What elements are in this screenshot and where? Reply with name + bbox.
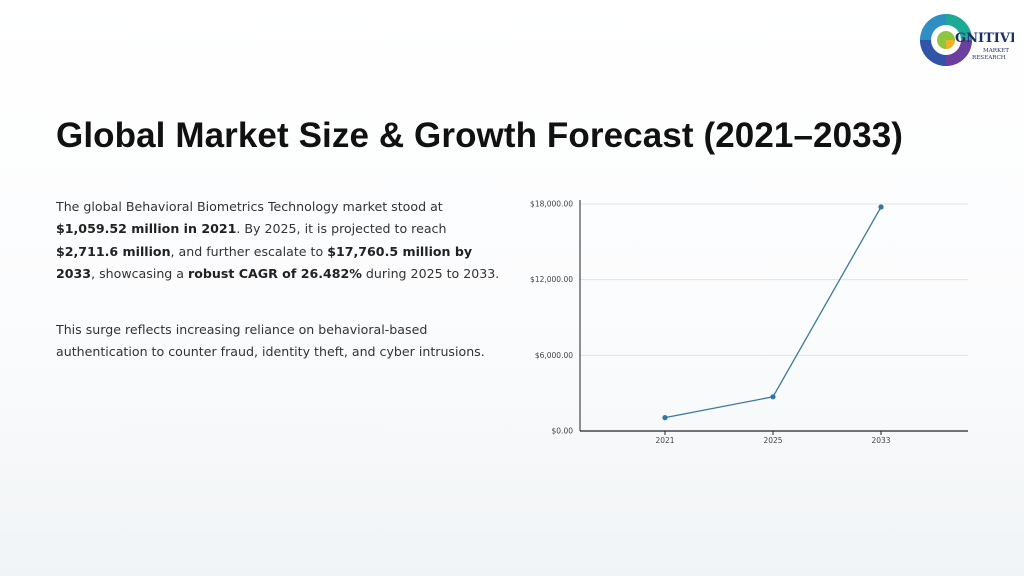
highlight-figure: $1,059.52 million in 2021 xyxy=(56,221,237,237)
summary-text: The global Behavioral Biometrics Technol… xyxy=(56,199,443,214)
y-tick-label: $18,000.00 xyxy=(530,200,573,209)
summary-text: . By 2025, it is projected to reach xyxy=(236,221,447,237)
summary-text: , showcasing a xyxy=(91,266,189,282)
logo-research: RESEARCH xyxy=(972,55,1006,61)
company-logo: GNITIVE MARKET RESEARCH xyxy=(918,12,1020,72)
data-point xyxy=(662,415,668,421)
summary-text: , and further escalate to xyxy=(170,243,328,259)
y-tick-label: $0.00 xyxy=(552,427,574,436)
summary-paragraph: The global Behavioral Biometrics Technol… xyxy=(56,196,501,286)
data-point xyxy=(770,394,776,400)
series-line xyxy=(664,206,882,419)
market-size-line-chart: $0.00 $6,000.00 $12,000.00 $18,000.00 2021 20… xyxy=(520,190,980,450)
data-point xyxy=(878,204,884,210)
logo-wordmark: GNITIVE xyxy=(955,31,1014,46)
y-tick-label: $6,000.00 xyxy=(535,351,573,360)
y-tick-label: $12,000.00 xyxy=(530,275,573,284)
highlight-figure: robust CAGR of 26.482% xyxy=(188,266,362,282)
x-tick-label: 2021 xyxy=(655,436,674,445)
x-tick-label: 2033 xyxy=(871,436,890,445)
x-tick-label: 2025 xyxy=(763,436,782,445)
page-title: Global Market Size & Growth Forecast (20… xyxy=(56,116,904,155)
summary-text: during 2025 to 2033. xyxy=(361,266,500,282)
logo-market: MARKET xyxy=(983,48,1009,54)
highlight-figure: $17,760.5 million by 2033 xyxy=(56,243,473,282)
context-paragraph: This surge reflects increasing reliance … xyxy=(56,322,485,360)
highlight-figure: $2,711.6 million xyxy=(56,243,171,259)
